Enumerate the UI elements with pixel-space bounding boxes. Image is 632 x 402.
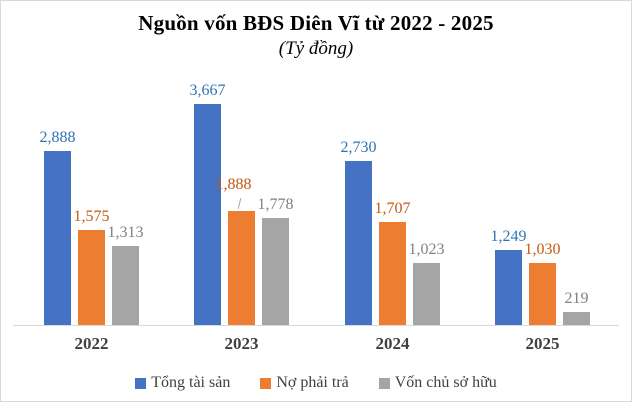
- bar-slot: 219: [563, 84, 590, 325]
- chart-subtitle: (Tỷ đồng): [278, 38, 354, 59]
- bar-group-2022: 2,888 1,575 1,313: [40, 84, 144, 325]
- data-label: 219: [564, 290, 589, 307]
- x-axis-label-2024: 2024: [375, 334, 410, 353]
- legend-label: Nợ phải trả: [276, 374, 349, 391]
- data-label: 1,707: [374, 200, 411, 217]
- bar-2025-series-2: [563, 312, 590, 325]
- data-label: 1,313: [107, 224, 144, 241]
- data-label: 2,888: [39, 129, 76, 146]
- bar-2022-series-1: [78, 230, 105, 325]
- chart-title: Nguồn vốn BĐS Diên Vĩ từ 2022 - 2025: [138, 11, 494, 35]
- bar-slot: 1,249: [491, 84, 527, 325]
- bar-slot: 1,313: [108, 84, 144, 325]
- bar-2024-series-1: [379, 222, 406, 325]
- bar-slot: 1,030: [525, 84, 561, 325]
- bar-2025-series-0: [495, 250, 522, 325]
- bar-slot: 1,707: [375, 84, 411, 325]
- legend-swatch-icon: [135, 377, 147, 389]
- data-label: 2,730: [340, 139, 377, 156]
- bar-group-2023: 3,667 1,888 1,778: [190, 82, 294, 325]
- bar-2025-series-1: [529, 263, 556, 325]
- data-label: 1,575: [73, 208, 110, 225]
- bar-slot: 2,730: [341, 84, 377, 325]
- legend-swatch-icon: [260, 377, 272, 389]
- data-label: 3,667: [189, 82, 226, 99]
- bar-2023-series-1: [228, 211, 255, 325]
- legend-label: Tổng tài sản: [151, 374, 231, 391]
- legend-swatch-icon: [378, 377, 390, 389]
- plot-area: 2,888 1,575 1,313 3,667 1,888 1,778 2,730 1,707…: [13, 82, 619, 326]
- x-axis: 2022 2023 2024 2025: [13, 334, 619, 356]
- data-label: 1,778: [257, 196, 294, 213]
- bar-slot: 1,575: [74, 84, 110, 325]
- bar-2022-series-0: [44, 151, 71, 325]
- bar-group-2024: 2,730 1,707 1,023: [341, 84, 445, 325]
- data-label: 1,023: [408, 241, 445, 258]
- bar-2023-series-2: [262, 218, 289, 325]
- legend: Tổng tài sản Nợ phải trả Vốn chủ sở hữu: [1, 371, 631, 395]
- bar-slot: 1,023: [409, 84, 445, 325]
- label-leader-line: [237, 198, 242, 209]
- bar-2023-series-0: [194, 104, 221, 325]
- legend-item-1: Nợ phải trả: [260, 374, 349, 392]
- legend-label: Vốn chủ sở hữu: [394, 374, 497, 391]
- x-axis-label-2022: 2022: [74, 334, 109, 353]
- bar-2022-series-2: [112, 246, 139, 325]
- data-label: 1,030: [524, 241, 561, 258]
- bar-slot: 1,888: [216, 84, 255, 325]
- x-axis-label-2025: 2025: [525, 334, 560, 353]
- bar-slot: 1,778: [258, 84, 294, 325]
- data-label: 1,888: [215, 176, 252, 193]
- bar-2024-series-2: [413, 263, 440, 325]
- data-label: 1,249: [490, 228, 527, 245]
- legend-item-0: Tổng tài sản: [135, 374, 230, 392]
- legend-item-2: Vốn chủ sở hữu: [378, 374, 497, 392]
- bar-slot: 3,667: [190, 82, 226, 325]
- bar-slot: 2,888: [40, 84, 76, 325]
- x-axis-label-2023: 2023: [224, 334, 259, 353]
- bar-group-2025: 1,249 1,030 219: [491, 84, 590, 325]
- bar-2024-series-0: [345, 161, 372, 325]
